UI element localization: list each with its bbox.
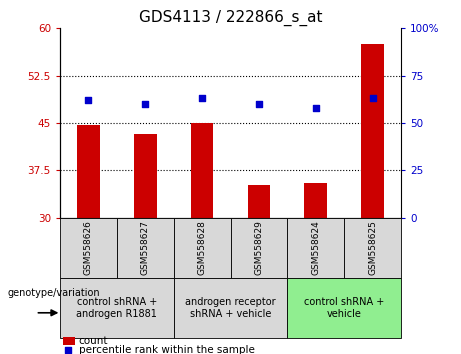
Bar xyxy=(361,44,384,218)
Text: GSM558624: GSM558624 xyxy=(311,221,320,275)
Bar xyxy=(174,218,230,278)
Point xyxy=(142,101,149,107)
Text: genotype/variation: genotype/variation xyxy=(8,288,100,298)
Text: GSM558629: GSM558629 xyxy=(254,220,263,275)
Bar xyxy=(304,183,327,218)
Text: control shRNA +
androgen R1881: control shRNA + androgen R1881 xyxy=(77,297,157,319)
Point xyxy=(65,347,72,353)
Bar xyxy=(287,278,401,338)
Bar xyxy=(60,218,117,278)
Point xyxy=(369,96,376,101)
Bar xyxy=(230,218,287,278)
Point xyxy=(198,96,206,101)
Bar xyxy=(191,123,213,218)
Text: androgen receptor
shRNA + vehicle: androgen receptor shRNA + vehicle xyxy=(185,297,276,319)
Bar xyxy=(60,278,174,338)
Bar xyxy=(287,218,344,278)
Point xyxy=(255,101,263,107)
Text: GSM558627: GSM558627 xyxy=(141,220,150,275)
Text: GSM558626: GSM558626 xyxy=(84,220,93,275)
Point xyxy=(85,97,92,103)
Bar xyxy=(77,125,100,218)
Bar xyxy=(344,218,401,278)
Point xyxy=(312,105,319,111)
Text: count: count xyxy=(79,336,108,346)
Bar xyxy=(134,134,157,218)
Text: percentile rank within the sample: percentile rank within the sample xyxy=(79,345,254,354)
Bar xyxy=(63,337,75,345)
Bar xyxy=(174,278,287,338)
Text: control shRNA +
vehicle: control shRNA + vehicle xyxy=(304,297,384,319)
Bar xyxy=(248,185,270,218)
Text: GSM558628: GSM558628 xyxy=(198,220,207,275)
Text: GSM558625: GSM558625 xyxy=(368,220,377,275)
Bar xyxy=(117,218,174,278)
Title: GDS4113 / 222866_s_at: GDS4113 / 222866_s_at xyxy=(139,9,322,25)
